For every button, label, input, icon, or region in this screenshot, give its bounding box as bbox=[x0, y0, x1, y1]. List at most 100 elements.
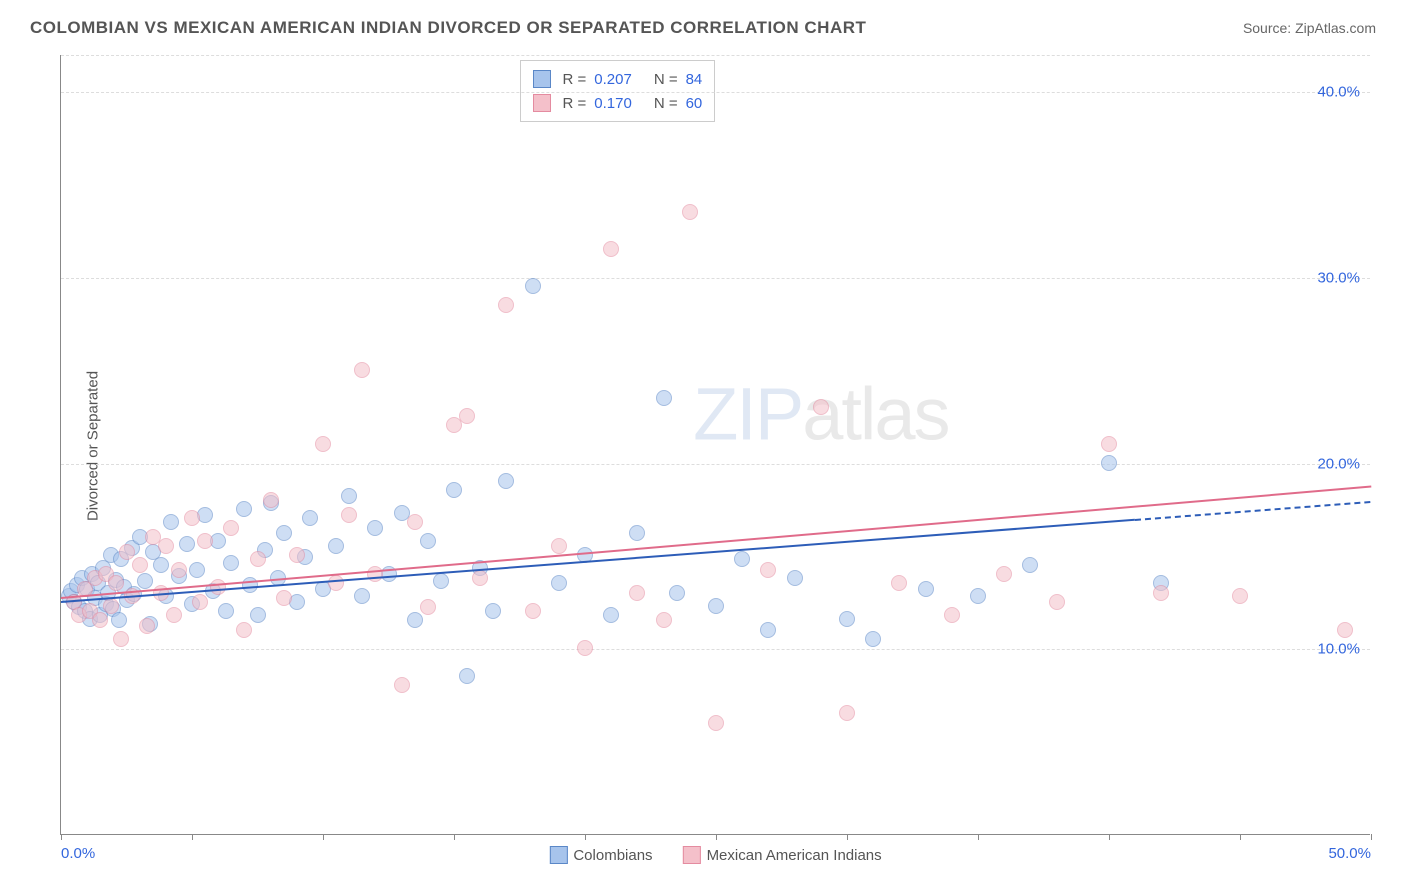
data-point-mexican_american_indians bbox=[551, 538, 567, 554]
legend-series-label: Colombians bbox=[573, 847, 652, 864]
legend-n-label: N = bbox=[654, 71, 678, 88]
data-point-colombians bbox=[420, 533, 436, 549]
data-point-colombians bbox=[760, 622, 776, 638]
x-tick-label: 50.0% bbox=[1328, 845, 1371, 862]
data-point-mexican_american_indians bbox=[708, 715, 724, 731]
chart-header: COLOMBIAN VS MEXICAN AMERICAN INDIAN DIV… bbox=[30, 18, 1376, 38]
legend-r-value: 0.207 bbox=[594, 71, 632, 88]
data-point-mexican_american_indians bbox=[354, 362, 370, 378]
data-point-colombians bbox=[629, 525, 645, 541]
data-point-mexican_american_indians bbox=[108, 575, 124, 591]
data-point-mexican_american_indians bbox=[891, 575, 907, 591]
data-point-colombians bbox=[407, 612, 423, 628]
gridline-top bbox=[61, 55, 1370, 56]
series-legend: Colombians Mexican American Indians bbox=[549, 846, 881, 864]
data-point-mexican_american_indians bbox=[498, 297, 514, 313]
watermark-bold: ZIP bbox=[693, 372, 802, 455]
data-point-mexican_american_indians bbox=[459, 408, 475, 424]
data-point-colombians bbox=[734, 551, 750, 567]
data-point-mexican_american_indians bbox=[996, 566, 1012, 582]
x-tick-mark bbox=[192, 834, 193, 840]
legend-r-value: 0.170 bbox=[594, 95, 632, 112]
gridline bbox=[61, 464, 1370, 465]
data-point-mexican_american_indians bbox=[1153, 585, 1169, 601]
legend-swatch bbox=[683, 846, 701, 864]
legend-n-value: 60 bbox=[686, 95, 703, 112]
data-point-mexican_american_indians bbox=[276, 590, 292, 606]
data-point-mexican_american_indians bbox=[197, 533, 213, 549]
x-tick-mark bbox=[847, 834, 848, 840]
gridline bbox=[61, 649, 1370, 650]
data-point-mexican_american_indians bbox=[420, 599, 436, 615]
data-point-colombians bbox=[236, 501, 252, 517]
data-point-mexican_american_indians bbox=[1101, 436, 1117, 452]
data-point-colombians bbox=[1022, 557, 1038, 573]
data-point-colombians bbox=[485, 603, 501, 619]
data-point-mexican_american_indians bbox=[367, 566, 383, 582]
data-point-mexican_american_indians bbox=[139, 618, 155, 634]
data-point-colombians bbox=[918, 581, 934, 597]
data-point-colombians bbox=[163, 514, 179, 530]
data-point-mexican_american_indians bbox=[472, 570, 488, 586]
data-point-mexican_american_indians bbox=[119, 544, 135, 560]
data-point-mexican_american_indians bbox=[223, 520, 239, 536]
data-point-colombians bbox=[179, 536, 195, 552]
data-point-colombians bbox=[250, 607, 266, 623]
y-tick-label: 30.0% bbox=[1317, 269, 1360, 286]
data-point-mexican_american_indians bbox=[1049, 594, 1065, 610]
data-point-mexican_american_indians bbox=[944, 607, 960, 623]
data-point-mexican_american_indians bbox=[328, 575, 344, 591]
x-tick-mark bbox=[1109, 834, 1110, 840]
data-point-colombians bbox=[656, 390, 672, 406]
data-point-mexican_american_indians bbox=[407, 514, 423, 530]
x-tick-mark bbox=[1240, 834, 1241, 840]
data-point-colombians bbox=[669, 585, 685, 601]
data-point-colombians bbox=[137, 573, 153, 589]
scatter-plot-area: ZIPatlas R = 0.207N = 84R = 0.170N = 60 … bbox=[60, 55, 1370, 835]
data-point-colombians bbox=[839, 611, 855, 627]
data-point-mexican_american_indians bbox=[103, 598, 119, 614]
x-tick-mark bbox=[716, 834, 717, 840]
data-point-colombians bbox=[459, 668, 475, 684]
legend-swatch bbox=[533, 70, 551, 88]
y-tick-label: 40.0% bbox=[1317, 84, 1360, 101]
data-point-colombians bbox=[551, 575, 567, 591]
gridline bbox=[61, 92, 1370, 93]
data-point-colombians bbox=[970, 588, 986, 604]
data-point-mexican_american_indians bbox=[525, 603, 541, 619]
source-name: ZipAtlas.com bbox=[1295, 20, 1376, 36]
source-prefix: Source: bbox=[1243, 20, 1295, 36]
legend-row-mexican_american_indians: R = 0.170N = 60 bbox=[533, 91, 703, 115]
legend-r-label: R = bbox=[563, 71, 587, 88]
data-point-mexican_american_indians bbox=[1337, 622, 1353, 638]
x-tick-mark bbox=[323, 834, 324, 840]
data-point-colombians bbox=[328, 538, 344, 554]
data-point-mexican_american_indians bbox=[236, 622, 252, 638]
data-point-colombians bbox=[446, 482, 462, 498]
legend-row-colombians: R = 0.207N = 84 bbox=[533, 67, 703, 91]
data-point-mexican_american_indians bbox=[158, 538, 174, 554]
data-point-mexican_american_indians bbox=[192, 594, 208, 610]
data-point-colombians bbox=[1101, 455, 1117, 471]
y-tick-label: 10.0% bbox=[1317, 641, 1360, 658]
data-point-mexican_american_indians bbox=[289, 547, 305, 563]
data-point-colombians bbox=[302, 510, 318, 526]
data-point-colombians bbox=[525, 278, 541, 294]
data-point-mexican_american_indians bbox=[315, 436, 331, 452]
legend-swatch bbox=[533, 94, 551, 112]
x-tick-mark bbox=[61, 834, 62, 840]
data-point-colombians bbox=[354, 588, 370, 604]
data-point-mexican_american_indians bbox=[171, 562, 187, 578]
data-point-mexican_american_indians bbox=[210, 579, 226, 595]
data-point-colombians bbox=[189, 562, 205, 578]
gridline bbox=[61, 278, 1370, 279]
data-point-colombians bbox=[341, 488, 357, 504]
x-tick-mark bbox=[585, 834, 586, 840]
source-attribution: Source: ZipAtlas.com bbox=[1243, 20, 1376, 36]
data-point-mexican_american_indians bbox=[166, 607, 182, 623]
legend-bottom-item-mexican_american_indians: Mexican American Indians bbox=[683, 846, 882, 864]
data-point-mexican_american_indians bbox=[656, 612, 672, 628]
legend-series-label: Mexican American Indians bbox=[707, 847, 882, 864]
x-tick-mark bbox=[454, 834, 455, 840]
data-point-colombians bbox=[865, 631, 881, 647]
